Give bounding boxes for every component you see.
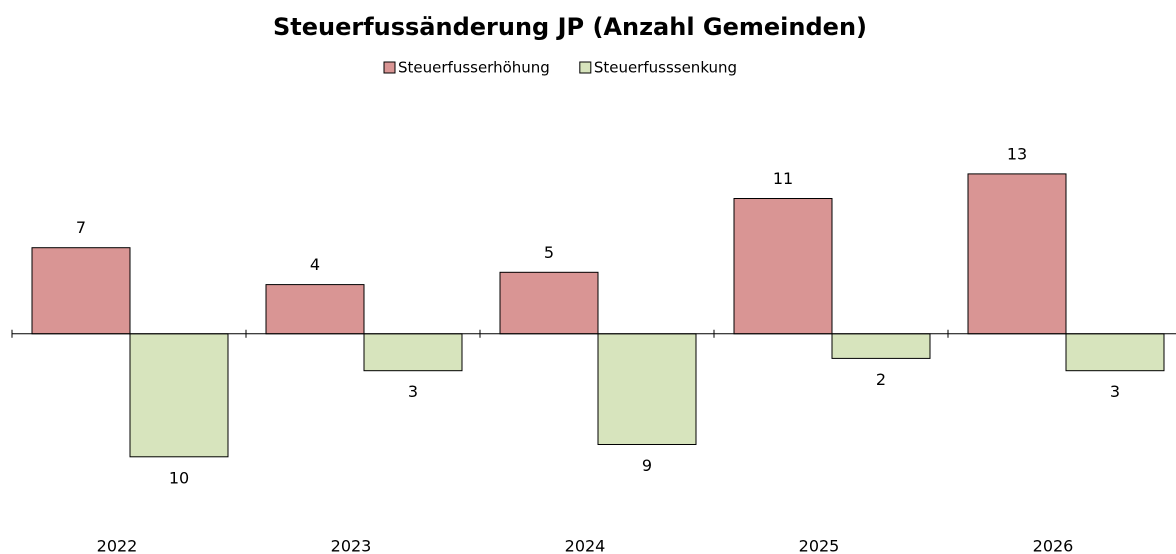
bar xyxy=(733,198,833,335)
data-label: 2 xyxy=(876,370,886,389)
bar xyxy=(499,271,599,335)
legend-label: Steuerfusserhöhung xyxy=(398,59,550,77)
bar xyxy=(265,284,365,335)
x-tick-label: 2025 xyxy=(799,537,840,554)
data-label: 13 xyxy=(1007,144,1027,163)
data-label: 10 xyxy=(169,468,189,487)
x-tick-label: 2022 xyxy=(97,537,138,554)
bar xyxy=(1065,333,1165,372)
bar xyxy=(31,247,131,335)
x-tick-label: 2023 xyxy=(331,537,372,554)
bar xyxy=(831,333,931,359)
bar xyxy=(129,333,229,458)
data-label: 11 xyxy=(773,169,793,188)
chart-title: Steuerfussänderung JP (Anzahl Gemeinden) xyxy=(273,13,867,41)
x-tick-label: 2024 xyxy=(565,537,606,554)
data-label: 5 xyxy=(544,243,554,262)
bar xyxy=(967,173,1067,335)
legend-swatch xyxy=(579,61,592,74)
data-label: 3 xyxy=(408,382,418,401)
data-label: 3 xyxy=(1110,382,1120,401)
data-label: 4 xyxy=(310,255,320,274)
data-label: 7 xyxy=(76,218,86,237)
x-tick-label: 2026 xyxy=(1033,537,1074,554)
legend-swatch xyxy=(383,61,396,74)
bar xyxy=(363,333,463,372)
bar xyxy=(597,333,697,445)
legend-label: Steuerfusssenkung xyxy=(594,59,737,77)
data-label: 9 xyxy=(642,456,652,475)
